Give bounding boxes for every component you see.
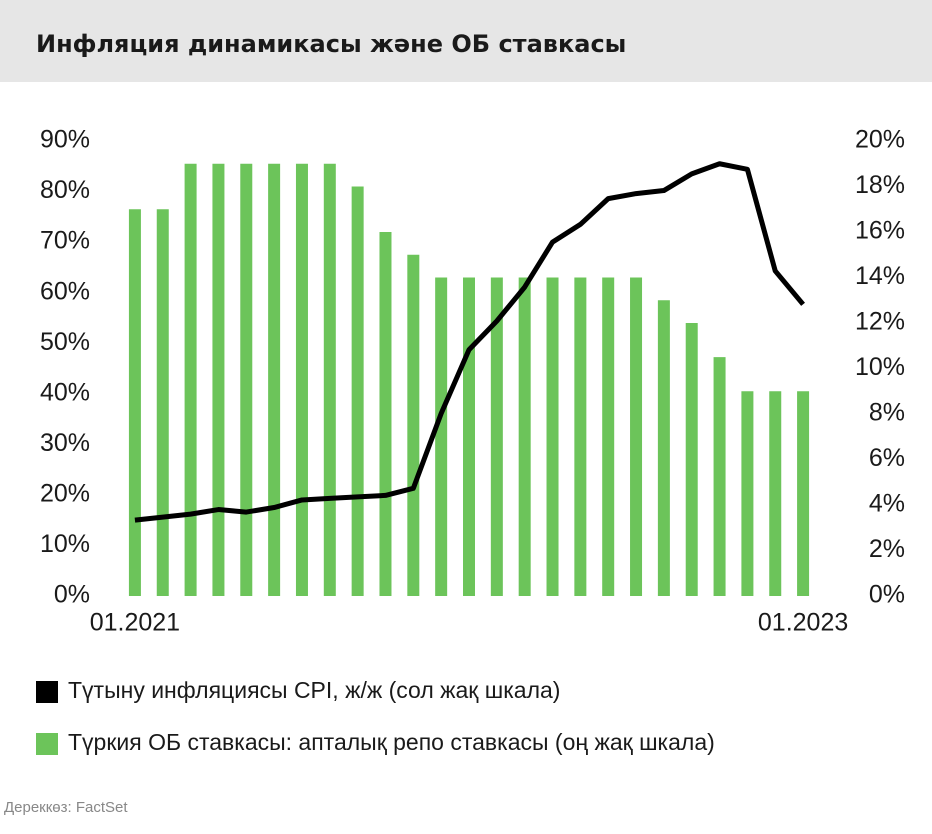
bar xyxy=(156,209,169,596)
bar xyxy=(351,186,364,596)
y2-tick-label: 16% xyxy=(855,217,905,245)
y2-tick-label: 14% xyxy=(855,262,905,290)
y-tick-label: 90% xyxy=(40,126,90,154)
y-tick-label: 20% xyxy=(40,479,90,507)
chart-title: Инфляция динамикасы және ОБ ставкасы xyxy=(36,30,626,58)
legend-swatch xyxy=(36,733,58,755)
legend-swatch xyxy=(36,681,58,703)
y-tick-label: 30% xyxy=(40,429,90,457)
y2-tick-label: 20% xyxy=(855,126,905,154)
x-tick-label: 01.2023 xyxy=(758,609,848,637)
y-tick-label: 80% xyxy=(40,176,90,204)
bar xyxy=(602,277,615,596)
line xyxy=(134,161,805,523)
y-tick-label: 60% xyxy=(40,277,90,305)
bar xyxy=(769,391,782,596)
bar xyxy=(685,323,698,596)
bar xyxy=(435,277,448,596)
bar xyxy=(574,277,587,596)
bar xyxy=(407,254,420,596)
y-tick-label: 70% xyxy=(40,227,90,255)
legend-label: Түркия ОБ ставкасы: апталық репо ставкас… xyxy=(68,729,715,755)
bar xyxy=(240,163,253,596)
bar xyxy=(797,391,810,596)
bar xyxy=(518,277,531,596)
y2-tick-label: 6% xyxy=(869,444,905,472)
bar xyxy=(295,163,308,596)
x-tick-label: 01.2021 xyxy=(90,609,180,637)
bar xyxy=(630,277,643,596)
y2-tick-label: 12% xyxy=(855,308,905,336)
source: Дереккөз: FactSet xyxy=(4,799,128,816)
bar xyxy=(128,209,141,596)
y-tick-label: 0% xyxy=(54,581,90,609)
y2-tick-label: 8% xyxy=(869,399,905,427)
y-tick-label: 50% xyxy=(40,328,90,356)
bar xyxy=(379,232,392,596)
bar xyxy=(741,391,754,596)
bar xyxy=(184,163,197,596)
header-band xyxy=(0,0,932,82)
y-tick-label: 10% xyxy=(40,530,90,558)
y2-tick-label: 10% xyxy=(855,353,905,381)
bar xyxy=(268,163,281,596)
bar xyxy=(323,163,336,596)
bar xyxy=(657,300,670,596)
bar xyxy=(463,277,475,596)
y2-tick-label: 2% xyxy=(869,535,905,563)
bar xyxy=(546,277,559,596)
bar xyxy=(713,357,726,596)
y-tick-label: 40% xyxy=(40,378,90,406)
y2-tick-label: 18% xyxy=(855,171,905,199)
bar xyxy=(490,277,503,596)
y2-tick-label: 4% xyxy=(869,490,905,518)
bar xyxy=(212,163,225,596)
legend-label: Түтыну инфляциясы CPI, ж/ж (сол жақ шкал… xyxy=(68,677,560,703)
y2-tick-label: 0% xyxy=(869,581,905,609)
